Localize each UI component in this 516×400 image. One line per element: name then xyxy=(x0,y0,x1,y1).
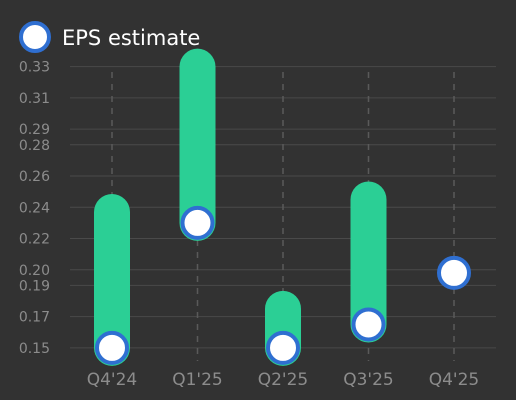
x-tick-label: Q2'25 xyxy=(258,370,309,390)
legend-marker-icon xyxy=(19,21,51,53)
legend: EPS estimate xyxy=(19,21,200,53)
axis-layer: 0.15 0.17 0.190.20 0.22 0.24 0.26 0.280.29 0.31… xyxy=(19,60,479,390)
y-tick-label: 0.33 xyxy=(19,60,50,76)
y-tick-label: 0.26 xyxy=(19,169,50,185)
x-tick-label: Q4'24 xyxy=(87,370,138,390)
markers-layer xyxy=(95,205,471,365)
x-tick-label: Q1'25 xyxy=(172,370,223,390)
y-tick-label: 0.31 xyxy=(19,91,50,107)
y-tick-label: 0.24 xyxy=(19,200,50,216)
eps-marker xyxy=(95,330,129,365)
range-bar xyxy=(350,181,387,343)
y-tick-label: 0.28 xyxy=(19,138,50,154)
eps-marker xyxy=(351,307,386,342)
y-tick-label: 0.20 xyxy=(19,263,50,279)
y-tick-label: 0.17 xyxy=(19,310,50,326)
y-tick-label: 0.19 xyxy=(19,278,50,294)
eps-marker xyxy=(266,330,300,365)
y-tick-label: 0.29 xyxy=(19,122,50,138)
range-bar xyxy=(179,48,216,241)
legend-label: EPS estimate xyxy=(62,26,200,50)
range-bar xyxy=(94,193,130,366)
y-tick-label: 0.15 xyxy=(19,341,50,357)
bars-layer xyxy=(94,48,387,366)
eps-marker xyxy=(180,205,215,240)
eps-marker xyxy=(437,255,471,290)
x-tick-label: Q4'25 xyxy=(429,370,480,390)
y-tick-label: 0.22 xyxy=(19,232,50,248)
x-tick-label: Q3'25 xyxy=(343,370,394,390)
